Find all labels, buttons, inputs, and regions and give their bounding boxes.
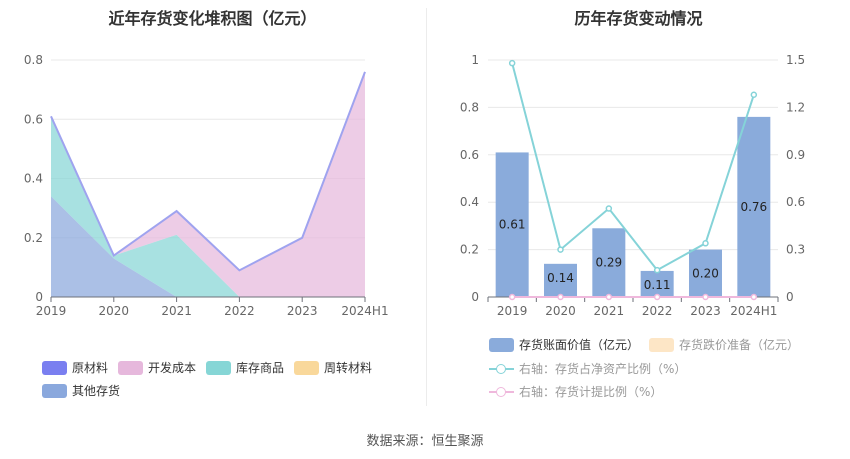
legend-label-dev: 开发成本 <box>148 361 197 375</box>
right-xtick-3: 2022 <box>642 304 673 318</box>
legend-swatch-turnover <box>294 360 319 375</box>
data-source-footer: 数据来源：恒生聚源 <box>366 434 484 449</box>
legend-turnover-materials[interactable]: 周转材料 <box>294 359 372 376</box>
left-xtick-0: 2019 <box>36 304 67 318</box>
line-net-asset-ratio <box>511 62 755 272</box>
point-provision-ratio-2 <box>605 293 613 301</box>
legend-swatch-impairment <box>649 337 674 352</box>
right-xtick-4: 2023 <box>690 304 721 318</box>
point-net-asset-ratio-5 <box>750 91 758 99</box>
bar-book-value-4 <box>689 249 722 297</box>
left-ytick-1: 0.2 <box>24 231 43 245</box>
right-ytick-right-2: 0.6 <box>786 195 805 209</box>
right-ytick-left-5: 1 <box>471 53 479 67</box>
point-provision-ratio-3 <box>653 293 661 301</box>
legend-label-stock: 库存商品 <box>236 361 285 375</box>
legend-provision-ratio[interactable]: 右轴：存货计提比例（%） <box>489 383 662 400</box>
area-dev <box>51 71 365 297</box>
point-net-asset-ratio-1 <box>557 246 564 253</box>
legend-swatch-stock <box>206 360 231 375</box>
inventory-bar-chart-panel: 历年存货变动情况 0 0.2 0.4 0.6 0.8 1 0 0.3 0.6 0.9 1.2 1.5 0… <box>427 0 850 410</box>
bar-label-5: 0.76 <box>740 200 767 214</box>
right-chart-svg: 0 0.2 0.4 0.6 0.8 1 0 0.3 0.6 0.9 1.2 1.5 0.61 0.14 0.… <box>460 53 805 318</box>
bar-book-value-5 <box>737 116 771 297</box>
legend-label-turnover: 周转材料 <box>324 361 373 375</box>
left-ytick-2: 0.4 <box>24 172 43 186</box>
bar-label-3: 0.11 <box>644 278 671 292</box>
bar-label-4: 0.20 <box>692 266 719 280</box>
legend-impairment[interactable]: 存货跌价准备（亿元） <box>649 336 799 353</box>
left-xtick-3: 2022 <box>224 304 255 318</box>
area-top-outline <box>50 71 366 272</box>
right-xtick-2: 2021 <box>594 304 625 318</box>
left-chart-title: 近年存货变化堆积图（亿元） <box>108 9 317 28</box>
right-xtick-5: 2024H1 <box>730 304 777 318</box>
right-ytick-left-0: 0 <box>471 290 479 304</box>
left-ytick-0: 0 <box>35 290 43 304</box>
right-ytick-right-4: 1.2 <box>786 100 805 114</box>
legend-label-other: 其他存货 <box>72 384 121 398</box>
legend-net-asset-ratio[interactable]: 右轴：存货占净资产比例（%） <box>489 360 686 377</box>
legend-development-cost[interactable]: 开发成本 <box>118 359 196 376</box>
legend-label-impairment: 存货跌价准备（亿元） <box>679 338 800 352</box>
right-ytick-right-0: 0 <box>786 290 794 304</box>
right-ytick-left-4: 0.8 <box>460 100 479 114</box>
legend-line-ratio <box>489 362 514 376</box>
right-ytick-right-1: 0.3 <box>786 243 805 257</box>
left-ytick-4: 0.8 <box>24 53 43 67</box>
point-provision-ratio-5 <box>750 293 758 301</box>
point-net-asset-ratio-2 <box>605 205 613 212</box>
left-xtick-5: 2024H1 <box>341 304 388 318</box>
left-ytick-3: 0.6 <box>24 112 43 126</box>
point-provision-ratio-4 <box>702 293 709 301</box>
left-xtick-1: 2020 <box>99 304 130 318</box>
right-ytick-left-2: 0.4 <box>460 195 479 209</box>
legend-inventory-goods[interactable]: 库存商品 <box>206 359 284 376</box>
left-xtick-4: 2023 <box>287 304 318 318</box>
left-xtick-2: 2021 <box>161 304 192 318</box>
bar-book-value-1 <box>544 263 577 297</box>
area-stock <box>51 116 365 297</box>
bar-label-0: 0.61 <box>499 218 526 232</box>
legend-other-inventory[interactable]: 其他存货 <box>42 382 120 399</box>
point-net-asset-ratio-0 <box>508 59 516 67</box>
stacked-area-chart-panel: 近年存货变化堆积图（亿元） 0 0.2 0.4 0.6 0.8 2019 2020 2021 2… <box>0 0 425 410</box>
right-xtick-0: 2019 <box>497 304 528 318</box>
bar-label-1: 0.14 <box>547 271 574 285</box>
bar-label-2: 0.29 <box>595 256 622 270</box>
right-ytick-right-3: 0.9 <box>786 148 805 162</box>
legend-swatch-book-value <box>489 337 514 352</box>
bar-book-value-0 <box>495 152 529 297</box>
point-net-asset-ratio-3 <box>653 266 661 274</box>
legend-line-provision <box>489 385 514 399</box>
legend-label-raw: 原材料 <box>72 361 109 375</box>
right-xtick-1: 2020 <box>545 304 576 318</box>
legend-label-provision: 右轴：存货计提比例（%） <box>519 385 663 399</box>
area-other <box>51 196 365 297</box>
panel-divider <box>426 8 427 406</box>
legend-book-value[interactable]: 存货账面价值（亿元） <box>489 336 639 353</box>
legend-raw-materials[interactable]: 原材料 <box>42 359 108 376</box>
left-chart-svg: 0 0.2 0.4 0.6 0.8 2019 2020 2021 2022 2023 2024H1 <box>24 53 389 318</box>
point-net-asset-ratio-4 <box>702 240 709 247</box>
legend-swatch-dev <box>118 360 143 375</box>
point-provision-ratio-0 <box>508 293 516 301</box>
legend-label-book-value: 存货账面价值（亿元） <box>519 338 640 352</box>
right-ytick-left-1: 0.2 <box>460 243 479 257</box>
legend-swatch-other <box>42 383 67 398</box>
right-ytick-right-5: 1.5 <box>786 53 805 67</box>
bar-book-value-2 <box>592 228 626 297</box>
legend-label-ratio: 右轴：存货占净资产比例（%） <box>519 362 687 376</box>
right-chart-title: 历年存货变动情况 <box>574 9 703 28</box>
right-ytick-left-3: 0.6 <box>460 148 479 162</box>
bar-book-value-3 <box>640 270 674 297</box>
point-provision-ratio-1 <box>557 293 564 301</box>
legend-swatch-raw <box>42 360 67 375</box>
